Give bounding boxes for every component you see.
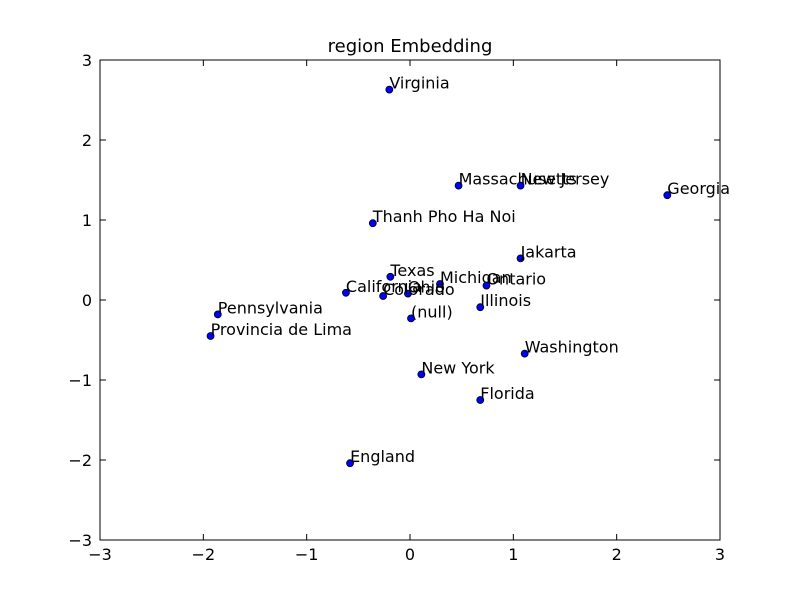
point-label: Jakarta xyxy=(520,242,577,261)
data-point xyxy=(213,310,222,319)
data-point xyxy=(436,280,444,288)
x-tick-label: −3 xyxy=(88,545,112,564)
point-label: Michigan xyxy=(440,268,512,287)
point-label: Florida xyxy=(480,384,534,403)
data-point xyxy=(516,254,525,263)
data-point xyxy=(663,191,672,200)
data-point xyxy=(342,288,350,297)
y-tick-label: 1 xyxy=(82,211,92,230)
point-label: Georgia xyxy=(667,179,730,198)
point-label: Ohio xyxy=(408,278,445,297)
point-label: Illinois xyxy=(480,291,531,310)
plot-frame xyxy=(99,59,721,541)
data-point xyxy=(516,181,525,190)
y-tick-label: 0 xyxy=(82,291,92,310)
data-point xyxy=(368,219,377,228)
data-point xyxy=(386,272,395,281)
point-label: Massachusetts xyxy=(459,170,577,189)
y-tick-label: −2 xyxy=(68,451,92,470)
ticks-layer: −3 −2 −1 0 1 2 3 −3 −2 −1 0 1 2 3 xyxy=(68,51,725,564)
point-label: New Jersey xyxy=(521,170,610,189)
point-label: England xyxy=(350,447,415,466)
data-point xyxy=(346,459,354,468)
x-tick-label: −1 xyxy=(295,545,319,564)
point-label: Ontario xyxy=(486,270,546,289)
point-label: Virginia xyxy=(389,74,449,93)
y-tick-label: −1 xyxy=(68,371,92,390)
x-tick-label: −2 xyxy=(192,545,216,564)
y-tick-label: 3 xyxy=(82,51,92,70)
data-point xyxy=(379,292,388,300)
data-point xyxy=(417,370,426,379)
point-label: (null) xyxy=(411,302,453,321)
point-label: Texas xyxy=(389,261,434,280)
data-point xyxy=(520,349,529,358)
data-point xyxy=(404,289,412,298)
x-tick-label: 1 xyxy=(508,545,518,564)
point-label: Colorado xyxy=(383,280,455,299)
data-point xyxy=(407,314,415,323)
y-tick-label: 2 xyxy=(82,131,92,150)
data-point xyxy=(482,281,491,290)
point-label: Thanh Pho Ha Noi xyxy=(372,207,516,226)
y-tick-label: −3 xyxy=(68,531,92,550)
point-label: Washington xyxy=(525,338,619,357)
data-point xyxy=(476,396,485,404)
point-label: Provincia de Lima xyxy=(211,320,352,339)
chart-title: region Embedding xyxy=(328,36,493,57)
x-tick-label: 0 xyxy=(405,545,415,564)
data-point xyxy=(385,85,394,94)
x-tick-label: 3 xyxy=(715,545,725,564)
point-label: California xyxy=(346,277,422,296)
point-label: New York xyxy=(421,358,495,377)
data-point xyxy=(206,332,215,340)
data-point xyxy=(476,303,485,312)
x-tick-label: 2 xyxy=(612,545,622,564)
data-point xyxy=(454,181,463,190)
point-label: Pennsylvania xyxy=(218,298,323,317)
